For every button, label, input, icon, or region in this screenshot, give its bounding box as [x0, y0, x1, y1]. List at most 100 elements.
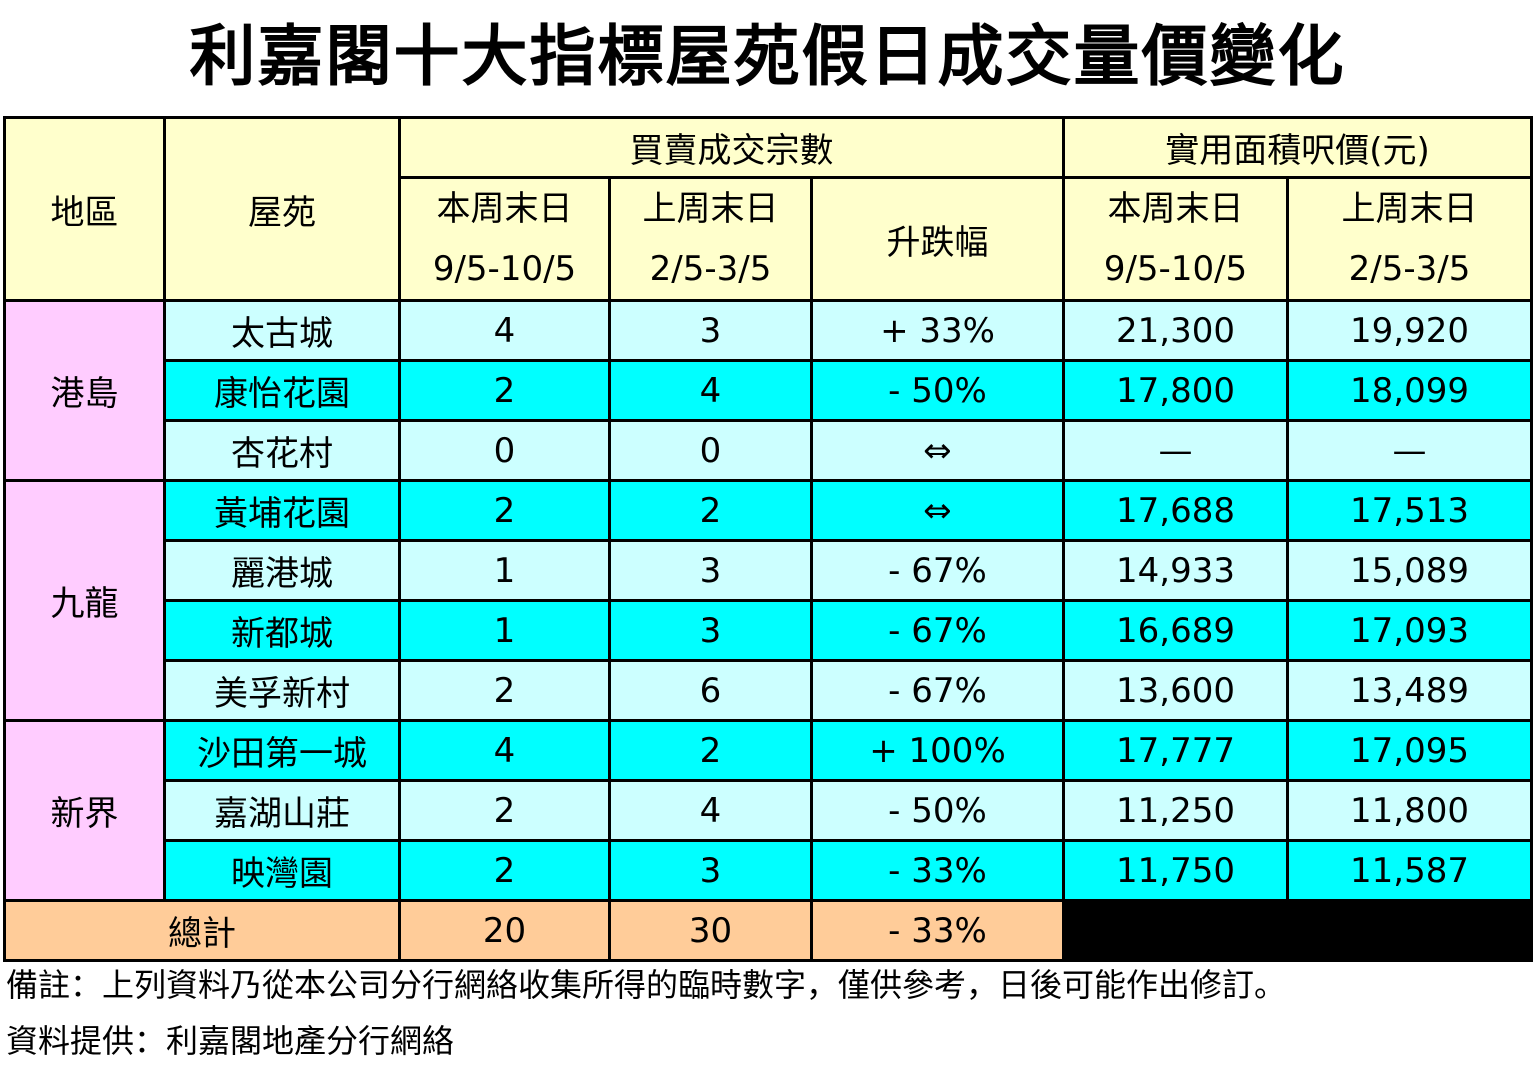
- last-tx-cell: 6: [608, 659, 813, 722]
- this-price-cell: 16,689: [1062, 599, 1289, 662]
- this-tx-cell: 1: [398, 539, 611, 602]
- this-price-cell: 13,600: [1062, 659, 1289, 722]
- header-this-weekend-label: 本周末日: [436, 189, 573, 229]
- last-tx-cell: 2: [608, 479, 813, 542]
- last-price-cell: 17,513: [1286, 479, 1533, 542]
- last-price-cell: 11,587: [1286, 839, 1533, 902]
- last-tx-cell: 3: [608, 839, 813, 902]
- this-tx-cell: 2: [398, 839, 611, 902]
- this-tx-cell: 2: [398, 779, 611, 842]
- this-tx-cell: 0: [398, 419, 611, 482]
- last-tx-cell: 3: [608, 539, 813, 602]
- estate-cell: 美孚新村: [163, 659, 401, 722]
- total-last-tx: 30: [608, 899, 813, 962]
- this-tx-cell: 4: [398, 299, 611, 362]
- header-this-weekend-dates: 9/5-10/5: [432, 249, 577, 289]
- table-row: 美孚新村 2 6 - 67% 13,600 13,489: [4, 659, 1533, 722]
- estate-cell: 嘉湖山莊: [163, 779, 401, 842]
- this-price-cell: 17,777: [1062, 719, 1289, 782]
- table-row: 新界 沙田第一城 4 2 + 100% 17,777 17,095: [3, 719, 1533, 902]
- table-row: 杏花村 0 0 ⇔ — —: [4, 419, 1533, 482]
- last-price-cell: 13,489: [1286, 659, 1533, 722]
- header-this-weekend-price-label: 本周末日: [1107, 189, 1244, 229]
- table-row: 映灣園 2 3 - 33% 11,750 11,587: [4, 839, 1533, 902]
- this-tx-cell: 2: [398, 479, 611, 542]
- table-row: 麗港城 1 3 - 67% 14,933 15,089: [4, 539, 1533, 602]
- change-cell: ⇔: [810, 479, 1065, 542]
- table-row: 嘉湖山莊 2 4 - 50% 11,250 11,800: [4, 779, 1533, 842]
- header-last-weekend-dates: 2/5-3/5: [649, 249, 772, 289]
- table-row: 九龍 黃埔花園 2 2 ⇔ 17,688 17,513: [3, 479, 1533, 722]
- estate-cell: 沙田第一城: [163, 719, 401, 782]
- estate-cell: 黃埔花園: [163, 479, 401, 542]
- header-last-weekend-price: 上周末日 2/5-3/5: [1286, 176, 1533, 302]
- header-district: 地區: [3, 116, 166, 302]
- total-label: 總計: [3, 899, 401, 962]
- last-price-cell: 19,920: [1286, 299, 1533, 362]
- total-this-tx: 20: [398, 899, 611, 962]
- this-tx-cell: 1: [398, 599, 611, 662]
- last-tx-cell: 2: [608, 719, 813, 782]
- this-price-cell: —: [1062, 419, 1289, 482]
- change-cell: - 67%: [810, 599, 1065, 662]
- last-price-cell: 17,095: [1286, 719, 1533, 782]
- header-transactions-group: 買賣成交宗數: [398, 116, 1065, 179]
- this-price-cell: 11,750: [1062, 839, 1289, 902]
- change-cell: - 33%: [810, 839, 1065, 902]
- header-estate: 屋苑: [163, 116, 401, 302]
- this-tx-cell: 4: [398, 719, 611, 782]
- header-last-weekend-price-dates: 2/5-3/5: [1348, 249, 1471, 289]
- last-price-cell: 18,099: [1286, 359, 1533, 422]
- region-cell: 新界: [3, 719, 166, 902]
- header-this-weekend-price-dates: 9/5-10/5: [1103, 249, 1248, 289]
- estate-cell: 麗港城: [163, 539, 401, 602]
- region-cell: 港島: [3, 299, 166, 482]
- total-row: 總計 20 30 - 33%: [3, 899, 1533, 962]
- this-price-cell: 14,933: [1062, 539, 1289, 602]
- region-cell: 九龍: [3, 479, 166, 722]
- change-cell: - 50%: [810, 359, 1065, 422]
- page-title: 利嘉閣十大指標屋苑假日成交量價變化: [189, 18, 1346, 95]
- estate-cell: 太古城: [163, 299, 401, 362]
- this-price-cell: 11,250: [1062, 779, 1289, 842]
- change-cell: ⇔: [810, 419, 1065, 482]
- header-this-weekend-tx: 本周末日 9/5-10/5: [398, 176, 611, 302]
- last-tx-cell: 4: [608, 779, 813, 842]
- change-cell: + 33%: [810, 299, 1065, 362]
- source-note: 資料提供：利嘉閣地產分行網絡: [6, 1022, 455, 1060]
- header-last-weekend-price-label: 上周末日: [1341, 189, 1478, 229]
- total-change: - 33%: [810, 899, 1065, 962]
- last-price-cell: 11,800: [1286, 779, 1533, 842]
- estate-cell: 杏花村: [163, 419, 401, 482]
- last-price-cell: —: [1286, 419, 1533, 482]
- total-blank-cell: [1062, 899, 1533, 962]
- table-row: 港島 太古城 4 3 + 33% 21,300 19,920: [3, 299, 1533, 482]
- change-cell: - 67%: [810, 539, 1065, 602]
- remark-note: 備註：上列資料乃從本公司分行網絡收集所得的臨時數字，僅供參考，日後可能作出修訂。: [6, 966, 1287, 1004]
- change-cell: + 100%: [810, 719, 1065, 782]
- this-price-cell: 17,800: [1062, 359, 1289, 422]
- this-price-cell: 21,300: [1062, 299, 1289, 362]
- table-row: 新都城 1 3 - 67% 16,689 17,093: [4, 599, 1533, 662]
- estate-cell: 康怡花園: [163, 359, 401, 422]
- header-last-weekend-tx: 上周末日 2/5-3/5: [608, 176, 813, 302]
- change-cell: - 50%: [810, 779, 1065, 842]
- table-row: 康怡花園 2 4 - 50% 17,800 18,099: [4, 359, 1533, 422]
- this-tx-cell: 2: [398, 359, 611, 422]
- this-price-cell: 17,688: [1062, 479, 1289, 542]
- header-price-group: 實用面積呎價(元): [1062, 116, 1533, 179]
- last-tx-cell: 4: [608, 359, 813, 422]
- header-last-weekend-label: 上周末日: [642, 189, 779, 229]
- change-cell: - 67%: [810, 659, 1065, 722]
- last-tx-cell: 0: [608, 419, 813, 482]
- estate-cell: 映灣園: [163, 839, 401, 902]
- header-this-weekend-price: 本周末日 9/5-10/5: [1062, 176, 1289, 302]
- last-tx-cell: 3: [608, 299, 813, 362]
- last-tx-cell: 3: [608, 599, 813, 662]
- estate-cell: 新都城: [163, 599, 401, 662]
- this-tx-cell: 2: [398, 659, 611, 722]
- last-price-cell: 17,093: [1286, 599, 1533, 662]
- last-price-cell: 15,089: [1286, 539, 1533, 602]
- header-change: 升跌幅: [810, 176, 1065, 302]
- transaction-table: 地區 屋苑 買賣成交宗數 實用面積呎價(元) 本周末日 9/5-10/5 上周末…: [3, 116, 1533, 962]
